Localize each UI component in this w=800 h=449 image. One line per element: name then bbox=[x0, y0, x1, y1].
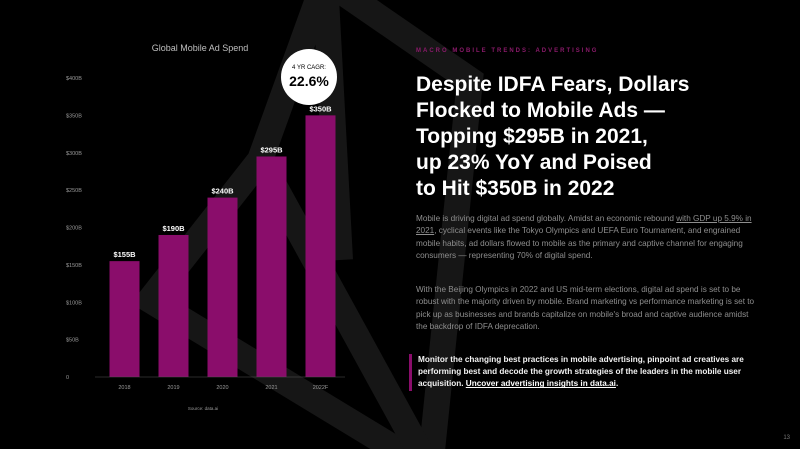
x-tick-label: 2021 bbox=[265, 385, 277, 391]
headline-line: Flocked to Mobile Ads — bbox=[416, 99, 665, 122]
headline-line: to Hit $350B in 2022 bbox=[416, 177, 615, 200]
bar-value-label: $155B bbox=[113, 250, 136, 259]
bar-value-label: $295B bbox=[260, 145, 283, 154]
y-tick-label: $400B bbox=[66, 76, 82, 82]
cagr-badge-value: 22.6% bbox=[289, 73, 329, 89]
x-tick-label: 2018 bbox=[118, 385, 130, 391]
y-tick-label: $100B bbox=[66, 300, 82, 306]
chart-title: Global Mobile Ad Spend bbox=[152, 43, 249, 53]
slide-headline: Despite IDFA Fears, Dollars Flocked to M… bbox=[416, 72, 766, 202]
gdp-link[interactable]: with GDP up 5.9% in 2021 bbox=[416, 214, 752, 236]
bar bbox=[256, 156, 287, 377]
para1-rest: , cyclical events like the Tokyo Olympic… bbox=[416, 226, 743, 261]
bar-value-label: $190B bbox=[162, 224, 185, 233]
body-paragraph-1: Mobile is driving digital ad spend globa… bbox=[416, 213, 760, 263]
callout-text: Monitor the changing best practices in m… bbox=[418, 355, 744, 389]
para1-lead: Mobile is driving digital ad spend globa… bbox=[416, 214, 677, 223]
section-eyebrow: MACRO MOBILE TRENDS: ADVERTISING bbox=[416, 48, 599, 54]
y-tick-label: $300B bbox=[66, 151, 82, 157]
x-tick-label: 2022F bbox=[313, 385, 329, 391]
bar bbox=[305, 115, 336, 377]
bar bbox=[158, 234, 189, 377]
bar-value-label: $240B bbox=[211, 187, 234, 196]
callout-end: . bbox=[615, 379, 619, 389]
y-tick-label: $150B bbox=[66, 263, 82, 269]
y-tick-label: $250B bbox=[66, 188, 82, 194]
cagr-badge-label: 4 YR CAGR: bbox=[292, 65, 326, 71]
headline-line: Despite IDFA Fears, Dollars bbox=[416, 73, 690, 96]
callout-box: Monitor the changing best practices in m… bbox=[409, 354, 773, 391]
x-tick-label: 2020 bbox=[216, 385, 228, 391]
data-ai-link[interactable]: Uncover advertising insights in data.ai bbox=[465, 379, 616, 389]
y-tick-label: 0 bbox=[66, 375, 69, 381]
cagr-badge: 4 YR CAGR: 22.6% bbox=[281, 49, 337, 105]
page-number: 13 bbox=[783, 435, 790, 441]
bar-value-label: $350B bbox=[309, 104, 332, 113]
y-tick-label: $200B bbox=[66, 226, 82, 232]
bar-chart: Global Mobile Ad Spend 0 $50B $100B $150B $2… bbox=[66, 43, 345, 411]
headline-line: up 23% YoY and Poised bbox=[416, 151, 652, 174]
bar bbox=[207, 197, 238, 377]
chart-source: Source: data.ai bbox=[188, 406, 218, 411]
body-paragraph-2: With the Beijing Olympics in 2022 and US… bbox=[416, 285, 755, 332]
bar bbox=[109, 261, 140, 377]
y-tick-label: $350B bbox=[66, 113, 82, 119]
x-tick-label: 2019 bbox=[167, 385, 179, 391]
headline-line: Topping $295B in 2021, bbox=[416, 125, 648, 148]
y-tick-label: $50B bbox=[66, 338, 79, 344]
